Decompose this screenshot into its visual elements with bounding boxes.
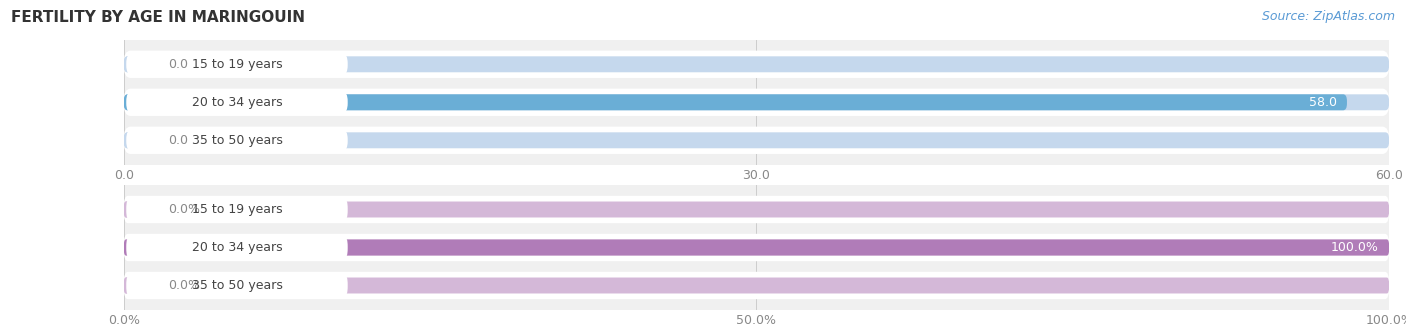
Text: 100.0%: 100.0% bbox=[1331, 241, 1379, 254]
Text: 58.0: 58.0 bbox=[1309, 96, 1337, 109]
FancyBboxPatch shape bbox=[127, 275, 347, 296]
FancyBboxPatch shape bbox=[124, 202, 155, 217]
Text: 0.0%: 0.0% bbox=[169, 203, 200, 216]
FancyBboxPatch shape bbox=[127, 237, 347, 258]
FancyBboxPatch shape bbox=[124, 127, 1389, 154]
FancyBboxPatch shape bbox=[124, 50, 1389, 78]
FancyBboxPatch shape bbox=[124, 94, 1389, 110]
FancyBboxPatch shape bbox=[124, 278, 1389, 293]
FancyBboxPatch shape bbox=[124, 132, 1389, 148]
Text: 20 to 34 years: 20 to 34 years bbox=[191, 96, 283, 109]
FancyBboxPatch shape bbox=[124, 272, 1389, 299]
FancyBboxPatch shape bbox=[127, 130, 347, 151]
FancyBboxPatch shape bbox=[124, 56, 155, 72]
Text: 15 to 19 years: 15 to 19 years bbox=[191, 203, 283, 216]
FancyBboxPatch shape bbox=[124, 240, 1389, 255]
Text: 0.0: 0.0 bbox=[169, 58, 188, 71]
FancyBboxPatch shape bbox=[124, 94, 1347, 110]
FancyBboxPatch shape bbox=[124, 240, 1389, 255]
Text: FERTILITY BY AGE IN MARINGOUIN: FERTILITY BY AGE IN MARINGOUIN bbox=[11, 10, 305, 25]
FancyBboxPatch shape bbox=[124, 196, 1389, 223]
FancyBboxPatch shape bbox=[127, 54, 347, 75]
FancyBboxPatch shape bbox=[124, 234, 1389, 261]
Text: 0.0%: 0.0% bbox=[169, 279, 200, 292]
Text: 35 to 50 years: 35 to 50 years bbox=[191, 279, 283, 292]
FancyBboxPatch shape bbox=[124, 202, 1389, 217]
FancyBboxPatch shape bbox=[124, 89, 1389, 116]
Text: 15 to 19 years: 15 to 19 years bbox=[191, 58, 283, 71]
Text: 0.0: 0.0 bbox=[169, 134, 188, 147]
FancyBboxPatch shape bbox=[127, 199, 347, 220]
FancyBboxPatch shape bbox=[124, 278, 155, 293]
Text: Source: ZipAtlas.com: Source: ZipAtlas.com bbox=[1261, 10, 1395, 23]
Text: 35 to 50 years: 35 to 50 years bbox=[191, 134, 283, 147]
Text: 20 to 34 years: 20 to 34 years bbox=[191, 241, 283, 254]
FancyBboxPatch shape bbox=[124, 56, 1389, 72]
FancyBboxPatch shape bbox=[124, 132, 155, 148]
FancyBboxPatch shape bbox=[127, 92, 347, 113]
